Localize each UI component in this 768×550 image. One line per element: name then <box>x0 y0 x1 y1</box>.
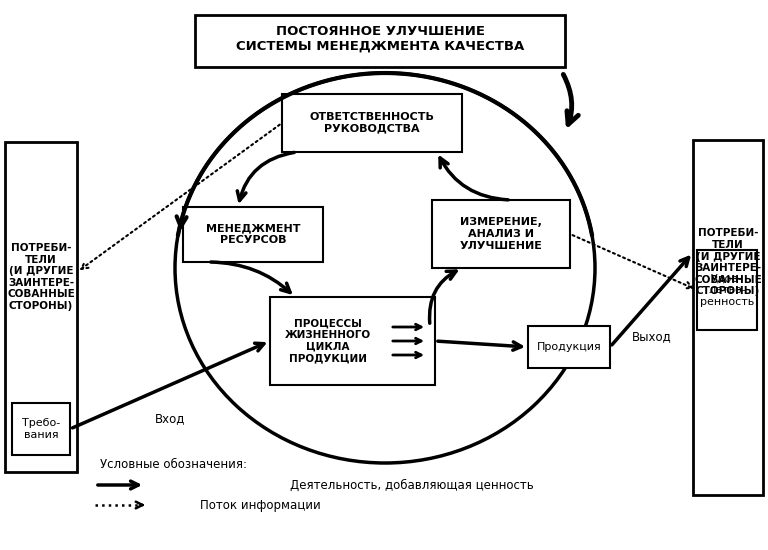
Text: Удов-
летво-
ренность: Удов- летво- ренность <box>700 273 754 306</box>
Text: Деятельность, добавляющая ценность: Деятельность, добавляющая ценность <box>290 478 534 492</box>
Ellipse shape <box>175 73 595 463</box>
Bar <box>697 250 757 330</box>
Bar <box>195 15 565 67</box>
Bar <box>432 200 570 268</box>
Text: ОТВЕТСТВЕННОСТЬ
РУКОВОДСТВА: ОТВЕТСТВЕННОСТЬ РУКОВОДСТВА <box>310 112 435 134</box>
Text: МЕНЕДЖМЕНТ
РЕСУРСОВ: МЕНЕДЖМЕНТ РЕСУРСОВ <box>206 224 300 245</box>
Text: Вход: Вход <box>155 412 185 426</box>
Text: Условные обозначения:: Условные обозначения: <box>100 459 247 471</box>
Text: ИЗМЕРЕНИЕ,
АНАЛИЗ И
УЛУЧШЕНИЕ: ИЗМЕРЕНИЕ, АНАЛИЗ И УЛУЧШЕНИЕ <box>459 217 542 251</box>
Bar <box>5 142 77 472</box>
Text: Требо-
вания: Требо- вания <box>22 418 60 440</box>
Bar <box>282 94 462 152</box>
Bar <box>270 297 435 385</box>
Text: ПОТРЕБИ-
ТЕЛИ
(И ДРУГИЕ
ЗАИНТЕРЕ-
СОВАННЫЕ
СТОРОНЫ): ПОТРЕБИ- ТЕЛИ (И ДРУГИЕ ЗАИНТЕРЕ- СОВАНН… <box>694 228 762 296</box>
Text: ПРОЦЕССЫ
ЖИЗНЕННОГО
ЦИКЛА
ПРОДУКЦИИ: ПРОЦЕССЫ ЖИЗНЕННОГО ЦИКЛА ПРОДУКЦИИ <box>285 318 371 364</box>
Bar <box>12 403 70 455</box>
Text: Выход: Выход <box>631 331 671 344</box>
Bar <box>183 207 323 262</box>
Text: ПОСТОЯННОЕ УЛУЧШЕНИЕ
СИСТЕМЫ МЕНЕДЖМЕНТА КАЧЕСТВА: ПОСТОЯННОЕ УЛУЧШЕНИЕ СИСТЕМЫ МЕНЕДЖМЕНТА… <box>236 25 524 53</box>
Bar <box>693 140 763 495</box>
Text: Продукция: Продукция <box>537 342 601 352</box>
Bar <box>528 326 610 368</box>
Text: Поток информации: Поток информации <box>200 498 321 512</box>
Text: ПОТРЕБИ-
ТЕЛИ
(И ДРУГИЕ
ЗАИНТЕРЕ-
СОВАННЫЕ
СТОРОНЫ): ПОТРЕБИ- ТЕЛИ (И ДРУГИЕ ЗАИНТЕРЕ- СОВАНН… <box>7 243 74 311</box>
